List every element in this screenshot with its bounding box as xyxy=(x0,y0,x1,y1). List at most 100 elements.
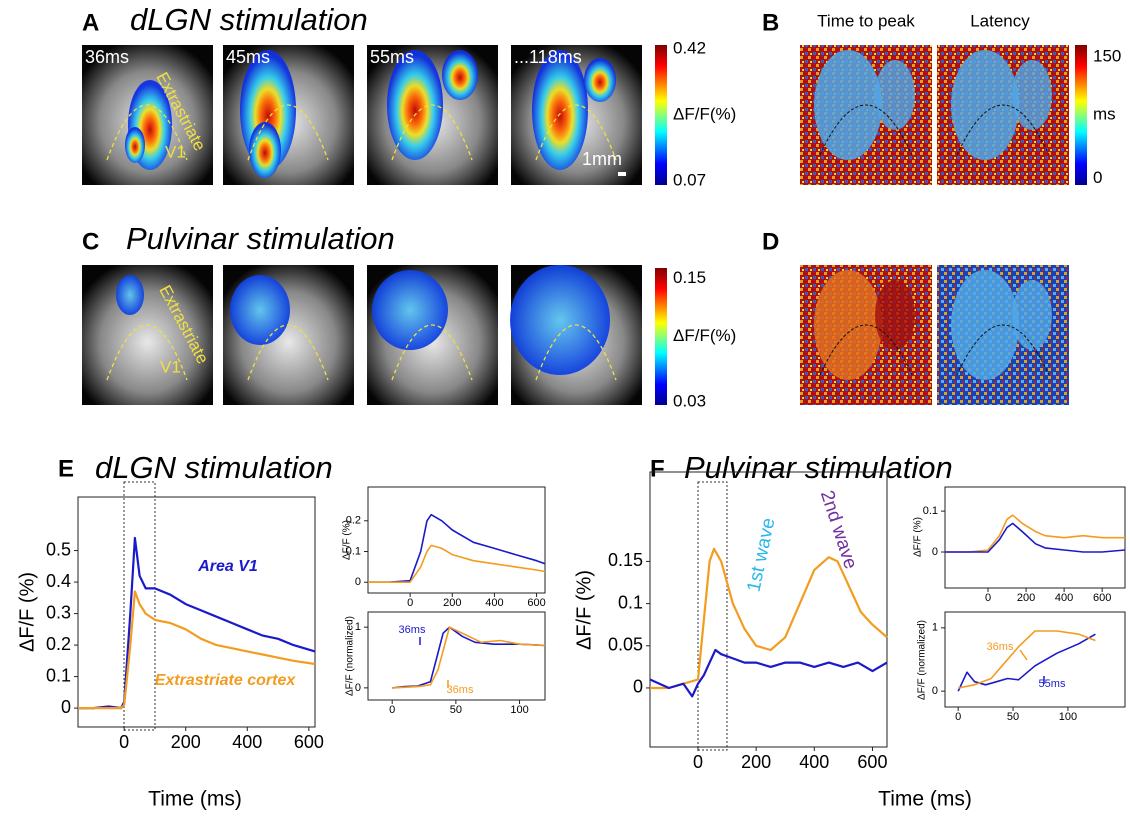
area-border xyxy=(106,324,188,381)
map-region xyxy=(951,270,1019,380)
x-tick-label: 0 xyxy=(955,711,961,723)
x-tick-label: 0 xyxy=(407,597,413,609)
series-line xyxy=(650,547,888,690)
y-tick-label: 0.1 xyxy=(46,665,71,685)
y-tick-label: 0.1 xyxy=(923,505,938,517)
frame-label: 45ms xyxy=(226,47,270,67)
annotation: 36ms xyxy=(447,684,474,696)
y-tick-label: 1 xyxy=(355,621,361,633)
colorbar xyxy=(1075,45,1087,185)
activity-blob xyxy=(532,50,588,170)
map-region xyxy=(1012,60,1052,130)
annotation-arrow xyxy=(1019,649,1028,661)
y-tick-label: 0.15 xyxy=(608,550,643,570)
x-tick-label: 0 xyxy=(119,732,129,752)
x-tick-label: 0 xyxy=(693,752,703,772)
annotation: 36ms xyxy=(399,624,426,636)
y-axis-label: ΔF/F (%) xyxy=(573,570,595,650)
series-line xyxy=(957,633,1096,692)
x-axis-label: Time (ms) xyxy=(878,788,972,811)
activity-blob xyxy=(116,275,144,315)
series-line xyxy=(945,514,1125,553)
map-region xyxy=(875,60,915,130)
x-tick-label: 200 xyxy=(1017,592,1035,604)
y-tick-label: 1 xyxy=(932,622,938,634)
x-tick-label: 200 xyxy=(443,597,461,609)
colorbar-tick-label: 0.15 xyxy=(673,268,706,287)
plot-frame xyxy=(649,471,888,748)
colorbar-tick-label: 0.07 xyxy=(673,171,706,190)
stimulus-window xyxy=(123,481,156,731)
y-tick-label: 0 xyxy=(932,685,938,697)
x-tick-label: 600 xyxy=(1093,592,1111,604)
panel-title: Pulvinar stimulation xyxy=(684,450,953,485)
x-axis-label: Time (ms) xyxy=(148,788,242,811)
x-tick-label: 400 xyxy=(232,732,262,752)
series-line xyxy=(368,513,546,583)
map-region xyxy=(875,280,915,350)
series-line xyxy=(958,630,1096,689)
annotation: 2nd wave xyxy=(816,488,861,572)
activity-blob xyxy=(442,50,478,100)
x-tick-label: 600 xyxy=(294,732,324,752)
map-region xyxy=(1012,280,1052,350)
plot-frame xyxy=(944,611,1126,708)
colorbar xyxy=(655,45,667,185)
series-line xyxy=(392,626,546,689)
panel-letter: F xyxy=(650,455,665,482)
x-tick-label: 100 xyxy=(1059,711,1077,723)
y-tick-label: 0.3 xyxy=(46,602,71,622)
colorbar-tick-label: 0.03 xyxy=(673,391,706,410)
series-line xyxy=(78,590,316,710)
plot-frame xyxy=(367,611,546,701)
activity-blob xyxy=(125,127,145,163)
annotation: 36ms xyxy=(987,641,1014,653)
y-tick-label: 0 xyxy=(355,682,361,694)
charts: 0 0.1 0.2 0.3 0.4 0.5 0 200 400 600 ΔF/F (%) Time (… xyxy=(16,471,1126,811)
x-tick-label: 400 xyxy=(1055,592,1073,604)
x-tick-label: 0 xyxy=(985,592,991,604)
panel-title: Pulvinar stimulation xyxy=(126,221,395,256)
activity-blob xyxy=(387,50,443,160)
area-border xyxy=(535,104,617,161)
colorbar-tick-label: 0.42 xyxy=(673,38,706,57)
series-line xyxy=(945,522,1126,553)
panel-title: dLGN stimulation xyxy=(130,2,368,37)
colorbar-label: ΔF/F(%) xyxy=(673,104,736,123)
y-axis-label: ΔF/F (%) xyxy=(16,572,38,652)
area-border xyxy=(391,324,473,381)
y-tick-label: 0 xyxy=(355,576,361,588)
activity-blob xyxy=(230,275,290,345)
stimulus-window xyxy=(697,481,728,751)
colorbar xyxy=(655,268,667,405)
area-border xyxy=(956,324,1050,376)
x-tick-label: 600 xyxy=(527,597,545,609)
activity-blob xyxy=(510,265,610,375)
area-border xyxy=(819,104,913,156)
scale-bar-label: 1mm xyxy=(582,149,622,169)
y-tick-label: 0.4 xyxy=(46,571,71,591)
y-axis-label: ΔF/F (normalized) xyxy=(917,620,928,700)
y-axis-label: ΔF/F (normalized) xyxy=(345,616,356,696)
y-tick-label: 0.05 xyxy=(608,635,643,655)
x-tick-label: 400 xyxy=(799,752,829,772)
y-tick-label: 0.5 xyxy=(46,539,71,559)
activity-blob xyxy=(584,58,616,102)
activity-blob xyxy=(372,270,448,350)
y-tick-label: 0.2 xyxy=(46,634,71,654)
panel-letter: C xyxy=(82,228,99,255)
x-tick-label: 400 xyxy=(485,597,503,609)
series-line xyxy=(368,544,546,583)
area-border xyxy=(956,104,1050,156)
scale-bar xyxy=(618,172,626,176)
colorbar-tick-label: 0 xyxy=(1093,168,1102,187)
panel-letter: E xyxy=(58,455,74,482)
area-border xyxy=(819,324,913,376)
frame-label: 55ms xyxy=(370,47,414,67)
annotation: 55ms xyxy=(1039,678,1066,690)
y-tick-label: 0 xyxy=(932,546,938,558)
annotation: 1st wave xyxy=(743,516,779,594)
y-tick-label: 0.1 xyxy=(346,545,361,557)
panel-letter: D xyxy=(762,228,779,255)
